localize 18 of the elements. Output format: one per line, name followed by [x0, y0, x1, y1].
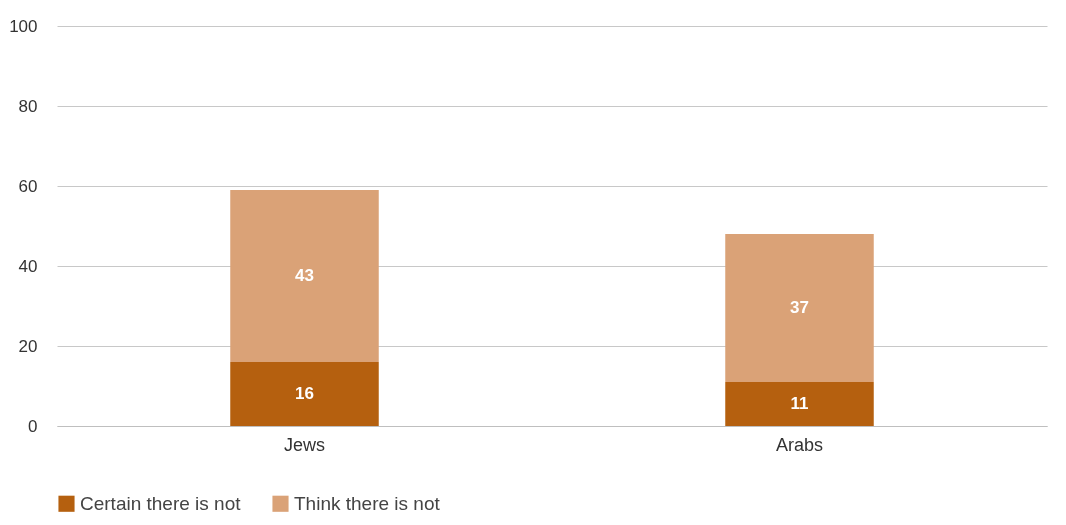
data-label: 16 [295, 384, 314, 403]
bar [725, 382, 874, 426]
y-tick-label: 20 [18, 336, 38, 356]
x-tick-label: Jews [283, 434, 326, 455]
y-tick-label: 40 [18, 256, 38, 276]
data-label: 37 [790, 298, 809, 317]
y-tick-label: 100 [9, 16, 38, 36]
legend-label: Think there is not [294, 492, 441, 514]
legend-label: Certain there is not [80, 492, 242, 514]
y-tick-label: 60 [18, 176, 38, 196]
y-tick-label: 0 [28, 416, 38, 436]
bar [230, 190, 379, 362]
bar [230, 362, 379, 426]
data-label: 43 [295, 266, 314, 285]
bar [725, 234, 874, 382]
x-tick-label: Arabs [775, 434, 824, 455]
data-label: 11 [790, 394, 809, 413]
y-tick-label: 80 [18, 96, 38, 116]
